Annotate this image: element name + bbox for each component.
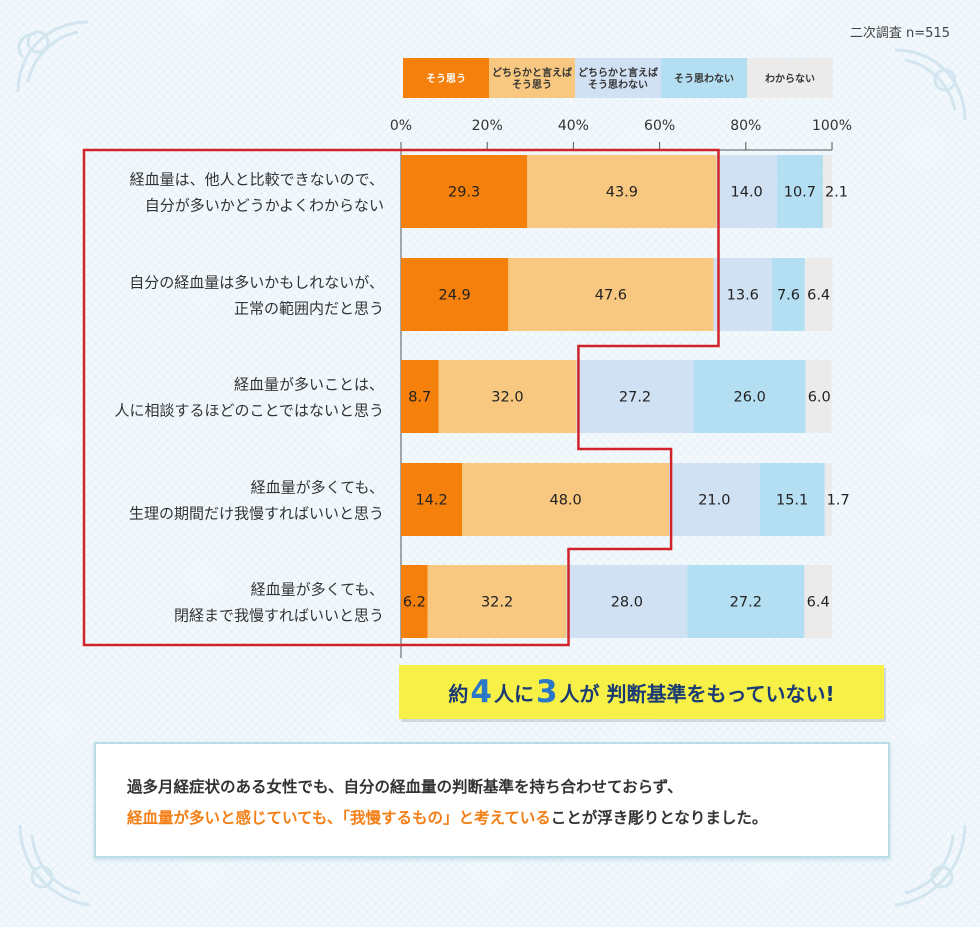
highlight-mid: 人に: [493, 681, 534, 706]
legend-label-3: そう思わない: [674, 73, 734, 85]
highlight-number-4: 4: [470, 674, 492, 710]
value-label-row2-seg4: 6.0: [808, 390, 831, 406]
bar-row2-seg1: [438, 360, 577, 433]
highlight-prefix: 約: [448, 681, 469, 706]
value-label-row2-seg0: 8.7: [408, 390, 431, 406]
legend-label-2-line-1: そう思わない: [588, 79, 648, 91]
x-tick-label-1: 20%: [472, 118, 503, 134]
value-label-row0-seg3: 10.7: [784, 185, 816, 201]
bar-row4-seg3: [687, 565, 805, 638]
category-label-row4-line-1: 閉経まで我慢すればいいと思う: [174, 607, 384, 625]
bar-row0-seg3: [776, 155, 823, 228]
value-label-row0-seg4: 2.1: [825, 185, 848, 201]
bar-row0-seg2: [716, 155, 777, 228]
bar-row4-seg0: [401, 565, 428, 638]
highlight-frame: [82, 148, 720, 647]
summary-line-2-rest: ことが浮き彫りとなりました。: [550, 809, 768, 827]
summary-box: 過多月経症状のある女性でも、自分の経血量の判断基準を持ち合わせておらず、 経血量…: [94, 742, 890, 858]
category-label-row3-line-1: 生理の期間だけ我慢すればいいと思う: [129, 505, 384, 523]
legend-label-1-line-0: どちらかと言えば: [492, 66, 572, 79]
bar-row4-seg4: [804, 565, 832, 638]
bar-row1-seg4: [804, 258, 833, 331]
bar-row3-seg0: [401, 463, 463, 536]
value-label-row2-seg3: 26.0: [734, 390, 766, 406]
value-label-row4-seg0: 6.2: [403, 595, 426, 611]
bar-row3-seg4: [824, 463, 832, 536]
bar-row4-seg2: [566, 565, 688, 638]
x-tick-label-3: 60%: [644, 118, 675, 134]
value-label-row4-seg4: 6.4: [807, 595, 830, 611]
highlight-number-3: 3: [535, 674, 558, 710]
category-label-row4-line-0: 経血量が多くても、: [251, 581, 384, 599]
bar-row0-seg1: [527, 155, 717, 228]
value-label-row2-seg2: 27.2: [619, 390, 651, 406]
bar-row3-seg1: [462, 463, 670, 536]
category-label-row2-line-0: 経血量が多いことは、: [234, 376, 384, 394]
sample-size-note: 二次調査 n=515: [849, 26, 950, 41]
category-label-row0-line-1: 自分が多いかどうかよくわからない: [145, 197, 384, 215]
summary-emphasis: 経血量が多いと感じていても、「我慢するもの」と考えている: [127, 809, 551, 827]
legend-swatch-4: [747, 58, 833, 98]
corner-ornament-top-right: [894, 48, 967, 121]
bar-row1-seg1: [508, 258, 714, 331]
value-label-row3-seg4: 1.7: [827, 493, 850, 509]
corner-ornament-top-left: [16, 20, 89, 93]
highlight-suffix: 人が 判断基準をもっていない!: [559, 681, 835, 706]
legend-label-1-line-1: そう思う: [512, 79, 552, 91]
value-label-row0-seg2: 14.0: [731, 185, 763, 201]
value-label-row0-seg1: 43.9: [606, 185, 638, 201]
legend-swatch-1: [489, 58, 575, 98]
value-label-row3-seg1: 48.0: [549, 493, 581, 509]
bar-row0-seg0: [401, 155, 528, 228]
value-label-row1-seg2: 13.6: [727, 288, 759, 304]
summary-line-2: 経血量が多いと感じていても、「我慢するもの」と考えていることが浮き彫りとなりまし…: [127, 806, 767, 828]
value-label-row1-seg0: 24.9: [439, 288, 471, 304]
category-label-row1-line-1: 正常の範囲内だと思う: [234, 300, 384, 318]
corner-ornament-bottom-left: [18, 824, 91, 907]
value-label-row4-seg1: 32.2: [481, 595, 513, 611]
highlight-callout: 約 4 人に 3 人が 判断基準をもっていない!: [399, 665, 884, 719]
corner-ornament-bottom-right: [894, 824, 967, 907]
summary-line-1: 過多月経症状のある女性でも、自分の経血量の判断基準を持ち合わせておらず、: [127, 778, 683, 796]
x-tick-label-0: 0%: [390, 118, 412, 134]
bar-row4-seg1: [427, 565, 567, 638]
value-label-row2-seg1: 32.0: [491, 390, 523, 406]
bar-row2-seg0: [401, 360, 439, 433]
legend-label-0: そう思う: [426, 73, 466, 85]
value-label-row4-seg2: 28.0: [611, 595, 643, 611]
value-label-row3-seg2: 21.0: [698, 493, 730, 509]
legend-label-4: わからない: [765, 73, 815, 85]
category-label-row2-line-1: 人に相談するほどのことではないと思う: [114, 402, 384, 420]
value-label-row1-seg3: 7.6: [777, 288, 800, 304]
legend-label-2-line-0: どちらかと言えば: [578, 66, 658, 79]
category-label-row1-line-0: 自分の経血量は多いかもしれないが、: [129, 274, 384, 292]
bar-row0-seg4: [822, 155, 832, 228]
category-label-row0-line-0: 経血量は、他人と比較できないので、: [130, 171, 384, 189]
value-label-row3-seg0: 14.2: [415, 493, 447, 509]
legend-swatch-0: [403, 58, 489, 98]
category-label-row3-line-0: 経血量が多くても、: [251, 479, 384, 497]
bar-row1-seg0: [401, 258, 509, 331]
value-label-row4-seg3: 27.2: [730, 595, 762, 611]
bar-row1-seg2: [713, 258, 773, 331]
bar-row3-seg3: [759, 463, 825, 536]
bar-row2-seg4: [805, 360, 832, 433]
bar-row2-seg2: [576, 360, 694, 433]
legend-swatch-3: [661, 58, 747, 98]
x-tick-label-4: 80%: [730, 118, 761, 134]
x-tick-label-5: 100%: [812, 118, 852, 134]
bar-row2-seg3: [693, 360, 806, 433]
value-label-row1-seg1: 47.6: [595, 288, 627, 304]
bar-row3-seg2: [669, 463, 760, 536]
legend-swatch-2: [575, 58, 661, 98]
x-tick-label-2: 40%: [558, 118, 589, 134]
value-label-row0-seg0: 29.3: [448, 185, 480, 201]
value-label-row1-seg4: 6.4: [807, 288, 830, 304]
value-label-row3-seg3: 15.1: [776, 493, 808, 509]
bar-row1-seg3: [772, 258, 805, 331]
